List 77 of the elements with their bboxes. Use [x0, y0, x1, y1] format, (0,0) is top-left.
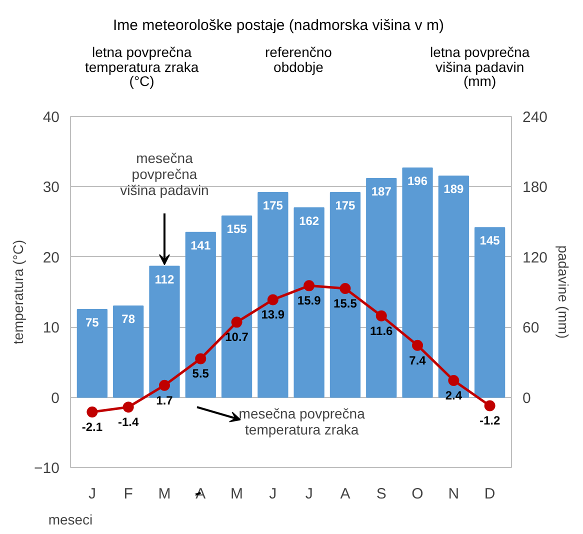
x-tick-label: J — [88, 486, 96, 502]
x-tick-label: N — [448, 486, 460, 502]
data-label: 187 — [371, 184, 392, 199]
data-label: 15.5 — [334, 296, 358, 310]
data-label: 5.5 — [192, 366, 210, 381]
x-axis-title: meseci — [48, 512, 93, 528]
bar — [113, 306, 144, 398]
point — [412, 340, 424, 351]
point — [267, 294, 278, 306]
bar — [149, 266, 180, 398]
bar — [258, 192, 288, 398]
data-label: 175 — [262, 198, 284, 213]
data-label: 15.9 — [297, 294, 322, 308]
data-label: -1.4 — [118, 415, 139, 430]
y2-tick-label: 180 — [522, 179, 548, 196]
data-label: 1.7 — [156, 393, 174, 408]
bar — [221, 215, 252, 398]
bar — [330, 192, 361, 398]
x-tick-label: O — [412, 486, 424, 502]
data-label: 78 — [122, 312, 136, 326]
bar — [185, 232, 216, 398]
y-tick-label: 0 — [51, 390, 60, 407]
data-label: 75 — [86, 316, 100, 330]
text: letna povprečna temperatura zraka (°C) — [85, 44, 199, 90]
point — [231, 316, 242, 328]
data-label: 162 — [299, 214, 320, 228]
bar — [76, 309, 108, 398]
point — [484, 400, 496, 412]
x-tick-label: J — [305, 486, 313, 502]
data-label: 11.6 — [370, 324, 394, 338]
text: letna povprečna višina padavin (mm) — [430, 44, 530, 90]
bar — [438, 176, 469, 398]
x-tick-label: S — [376, 486, 386, 502]
text: referenčno obdobje — [265, 44, 332, 75]
annotation: mesečna povprečna temperatura zraka — [238, 406, 366, 438]
data-label: 13.9 — [261, 308, 285, 322]
y-axis-title: temperatura (°C) — [10, 240, 26, 344]
x-tick-label: M — [230, 486, 244, 502]
data-label: 112 — [154, 272, 174, 286]
data-label: 141 — [190, 238, 211, 252]
data-label: -2.1 — [82, 420, 103, 434]
data-label: -1.2 — [479, 414, 500, 428]
y-tick-label: 40 — [42, 109, 60, 126]
point — [122, 402, 134, 413]
data-label: 7.4 — [409, 353, 426, 368]
y-tick-label: 30 — [42, 179, 60, 196]
data-label: 196 — [408, 174, 428, 188]
data-label: 189 — [444, 182, 464, 196]
y2-axis-title: padavine (mm) — [556, 245, 572, 339]
y2-tick-label: 120 — [522, 249, 548, 266]
x-tick-label: F — [124, 486, 133, 502]
point — [158, 380, 170, 391]
data-label: 145 — [480, 234, 500, 248]
point — [86, 406, 98, 418]
x-tick-label: D — [484, 486, 496, 502]
annotation: mesečna povprečna višina padavin — [120, 150, 209, 198]
bar — [366, 178, 397, 398]
y-tick-label: 10 — [42, 320, 60, 337]
y-tick-label: −10 — [34, 460, 60, 477]
point — [340, 283, 351, 294]
data-label: 10.7 — [225, 330, 249, 344]
y2-tick-label: 0 — [522, 390, 531, 407]
bar — [402, 167, 433, 398]
point — [448, 374, 460, 386]
data-label: 155 — [226, 222, 248, 236]
data-label: 175 — [335, 198, 356, 213]
point — [304, 280, 315, 292]
chart-title: Ime meteorološke postaje (nadmorska višina v m) — [112, 16, 444, 36]
x-tick-label: A — [340, 486, 350, 502]
y-tick-label: 20 — [42, 249, 60, 266]
bar — [294, 207, 324, 398]
y2-tick-label: 60 — [522, 320, 540, 337]
point — [376, 310, 387, 322]
point — [195, 353, 206, 364]
y2-tick-label: 240 — [522, 109, 548, 126]
x-tick-label: J — [269, 486, 277, 502]
bar — [474, 227, 506, 398]
